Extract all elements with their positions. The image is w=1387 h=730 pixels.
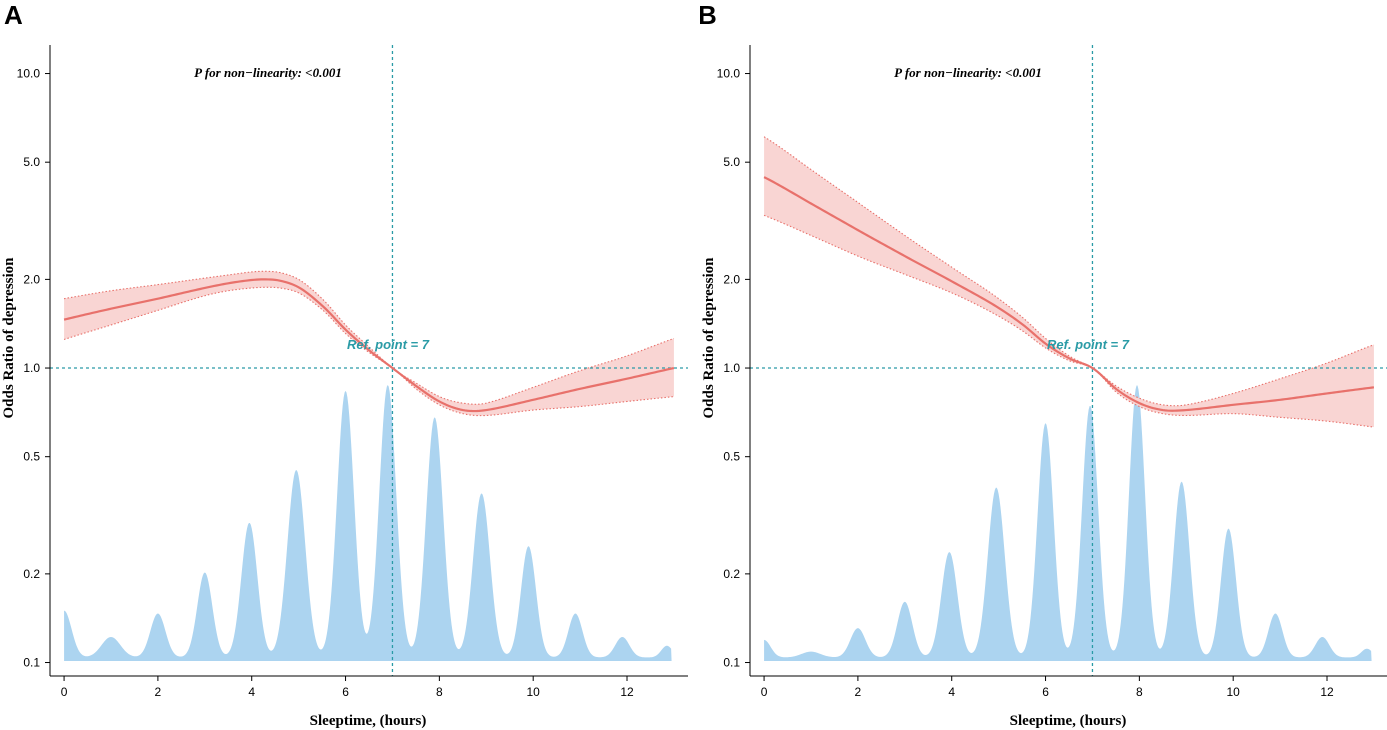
y-tick-label: 5.0	[723, 155, 740, 169]
y-tick-label: 5.0	[23, 155, 40, 169]
x-tick-label: 2	[855, 685, 862, 699]
x-tick-label: 8	[436, 685, 443, 699]
y-tick-label: 2.0	[723, 272, 740, 286]
panel-b: 0.1 0.2 0.5 1.0 2.0 5.0 10.0 0 2 4 6 8 10 12 B P for …	[700, 0, 1387, 730]
x-tick-label: 4	[248, 685, 255, 699]
x-tick-label: 12	[620, 685, 634, 699]
panel-letter-b: B	[700, 0, 717, 30]
y-tick-label: 0.2	[723, 567, 740, 581]
density-area	[764, 385, 1372, 661]
y-tick-label: 2.0	[23, 272, 40, 286]
ref-point-label: Ref. point = 7	[347, 337, 430, 352]
density-area	[64, 384, 672, 661]
y-tick-label: 1.0	[723, 361, 740, 375]
y-tick-label: 0.2	[23, 567, 40, 581]
x-tick-label: 6	[342, 685, 349, 699]
ci-band	[64, 271, 674, 416]
chart-b-svg: 0.1 0.2 0.5 1.0 2.0 5.0 10.0 0 2 4 6 8 10 12 B P for …	[700, 0, 1387, 729]
y-tick-label: 10.0	[17, 67, 41, 81]
odds-ratio-line	[63, 278, 675, 413]
odds-ratio-line	[763, 176, 1375, 412]
ci-upper-edge	[763, 136, 1375, 407]
y-axis-title: Odds Ratio of depression	[1, 257, 17, 419]
y-tick-label: 10.0	[717, 67, 741, 81]
x-tick-label: 12	[1320, 685, 1334, 699]
y-tick-label: 0.1	[723, 656, 740, 670]
x-tick-label: 4	[948, 685, 955, 699]
ref-point-label: Ref. point = 7	[1047, 337, 1130, 352]
x-tick-label: 8	[1136, 685, 1143, 699]
x-axis-title: Sleeptime, (hours)	[1010, 713, 1127, 729]
ci-lower-edge	[63, 286, 674, 417]
y-tick-label: 0.5	[723, 450, 740, 464]
p-nonlinearity-annotation: P for non−linearity: <0.001	[194, 65, 342, 80]
x-tick-label: 2	[155, 685, 162, 699]
x-tick-label: 10	[1227, 685, 1241, 699]
x-tick-label: 0	[61, 685, 68, 699]
y-axis-title: Odds Ratio of depression	[701, 257, 717, 419]
x-tick-label: 0	[761, 685, 768, 699]
ci-upper-edge	[63, 270, 675, 405]
chart-a-svg: 0.1 0.2 0.5 1.0 2.0 5.0 10.0 0 2 4 6 8 10 12 A P for …	[1, 0, 688, 729]
x-tick-label: 6	[1042, 685, 1049, 699]
p-nonlinearity-annotation: P for non−linearity: <0.001	[894, 65, 1042, 80]
y-tick-label: 0.1	[23, 656, 40, 670]
y-tick-label: 1.0	[23, 361, 40, 375]
y-tick-label: 0.5	[23, 450, 40, 464]
panel-letter-a: A	[4, 0, 23, 30]
x-tick-label: 10	[527, 685, 541, 699]
ci-band	[764, 136, 1374, 428]
panel-a: 0.1 0.2 0.5 1.0 2.0 5.0 10.0 0 2 4 6 8 10 12 A P for …	[0, 0, 690, 730]
x-axis-title: Sleeptime, (hours)	[310, 713, 427, 729]
